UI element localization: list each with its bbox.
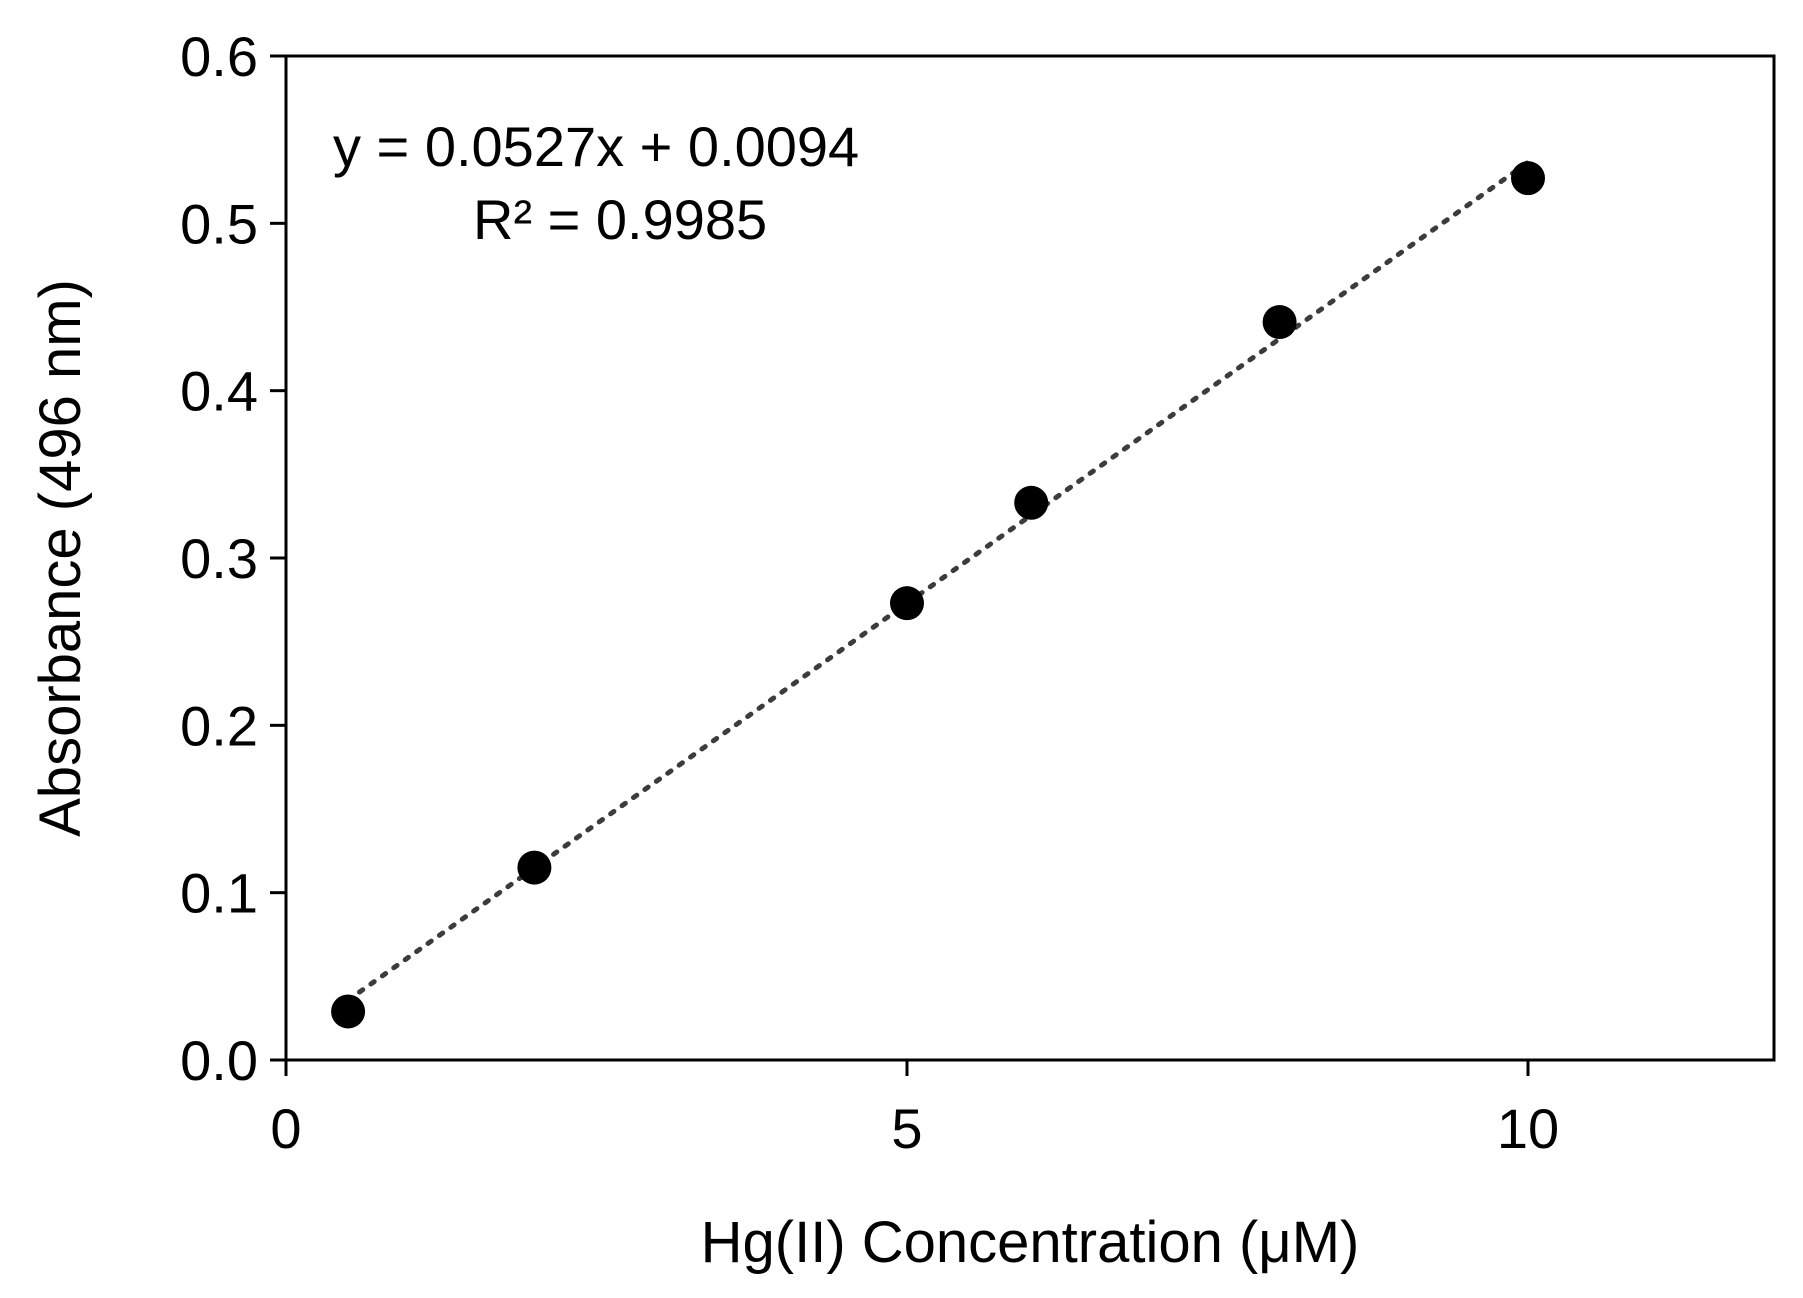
y-tick-label: 0.3	[180, 527, 258, 590]
tick-labels: 0.0 0.1 0.2 0.3 0.4 0.5 0.6 0 5 10	[180, 25, 1559, 1160]
data-point	[1511, 161, 1545, 196]
y-tick-label: 0.4	[180, 360, 258, 423]
x-tick-label: 5	[891, 1097, 922, 1160]
data-point	[517, 850, 552, 885]
tick-marks	[270, 54, 1530, 1076]
y-tick-label: 0.0	[180, 1029, 258, 1092]
r-squared-value: R² = 0.9985	[473, 188, 767, 251]
y-axis-label: Absorbance (496 nm)	[28, 279, 93, 837]
data-point	[1262, 305, 1297, 340]
x-tick-label: 10	[1497, 1097, 1559, 1160]
y-tick-label: 0.6	[180, 25, 258, 88]
y-tick-label: 0.1	[180, 862, 258, 925]
data-point	[890, 586, 924, 621]
data-points	[331, 161, 1545, 1029]
x-axis-label: Hg(II) Concentration (μM)	[701, 1210, 1360, 1275]
data-point	[1014, 485, 1049, 520]
y-tick-label: 0.5	[180, 192, 258, 255]
x-tick-label: 0	[270, 1097, 301, 1160]
y-tick-label: 0.2	[180, 694, 258, 757]
trendline-equation: y = 0.0527x + 0.0094	[333, 115, 859, 178]
data-point	[331, 994, 366, 1029]
